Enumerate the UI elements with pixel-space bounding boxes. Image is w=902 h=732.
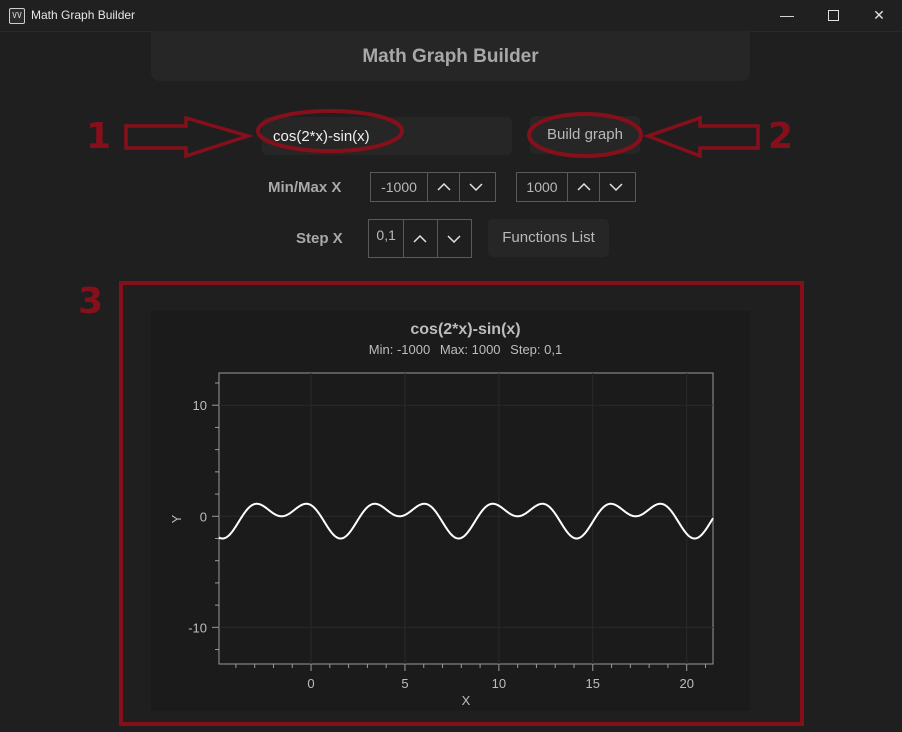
- page-title: Math Graph Builder: [362, 46, 539, 67]
- graph-app-icon: VV: [9, 8, 25, 24]
- chart-grid: [219, 373, 713, 664]
- build-graph-button[interactable]: Build graph: [530, 116, 640, 154]
- annotation-number-3: 3: [78, 281, 104, 322]
- step-label: Step X: [296, 230, 343, 247]
- min-x-decrement-button[interactable]: [460, 173, 492, 201]
- y-axis-label: Y: [169, 514, 184, 523]
- plot-sub-min: Min: -1000: [368, 342, 431, 357]
- maximize-button[interactable]: [810, 0, 856, 31]
- chart-ticks: 0 5 10 15 20 -10 0 10: [188, 382, 706, 691]
- chevron-up-icon: [576, 183, 591, 191]
- max-x-value[interactable]: 1000: [517, 173, 568, 201]
- window-title: Math Graph Builder: [31, 8, 136, 22]
- arrow-left-icon: [642, 115, 760, 159]
- x-axis-label: X: [462, 693, 471, 708]
- x-tick-label: 0: [307, 676, 314, 691]
- step-x-value[interactable]: 0,1: [369, 220, 405, 257]
- chevron-down-icon: [447, 234, 461, 243]
- chevron-down-icon: [469, 183, 483, 191]
- max-x-decrement-button[interactable]: [600, 173, 632, 201]
- y-tick-label: 10: [193, 398, 207, 413]
- minimize-button[interactable]: —: [764, 0, 810, 31]
- x-tick-label: 5: [401, 676, 408, 691]
- annotation-number-2: 2: [768, 116, 794, 157]
- series-line: [218, 502, 714, 540]
- max-x-increment-button[interactable]: [568, 173, 600, 201]
- step-x-increment-button[interactable]: [404, 220, 438, 257]
- chevron-up-icon: [413, 234, 428, 243]
- chevron-up-icon: [436, 183, 451, 191]
- minmax-label: Min/Max X: [268, 179, 342, 196]
- min-x-value[interactable]: -1000: [371, 173, 428, 201]
- x-tick-label: 15: [586, 676, 600, 691]
- minimize-icon: —: [780, 7, 794, 23]
- close-button[interactable]: ✕: [856, 0, 902, 31]
- x-tick-label: 20: [679, 676, 693, 691]
- highlight-ellipse-input: [256, 109, 404, 153]
- plot-sub-step: Step: 0,1: [510, 342, 563, 357]
- arrow-right-icon: [124, 115, 254, 159]
- highlight-ellipse-build: [527, 112, 643, 158]
- plot-sub-max: Max: 1000: [439, 342, 501, 357]
- y-tick-label: -10: [188, 620, 207, 635]
- min-x-increment-button[interactable]: [428, 173, 460, 201]
- plot-subtitle: Min: -1000 Max: 1000 Step: 0,1: [151, 342, 780, 357]
- y-tick-label: 0: [200, 509, 207, 524]
- maximize-icon: [827, 9, 839, 21]
- close-icon: ✕: [873, 7, 885, 23]
- annotation-number-1: 1: [86, 116, 112, 157]
- plot-title: cos(2*x)-sin(x): [410, 321, 521, 338]
- functions-list-button[interactable]: Functions List: [488, 219, 609, 257]
- header-card: Math Graph Builder: [151, 31, 750, 81]
- step-x-decrement-button[interactable]: [438, 220, 471, 257]
- max-x-spinbox: 1000: [516, 172, 636, 202]
- highlight-box-chart: [119, 281, 804, 726]
- plot-frame: [218, 372, 714, 665]
- min-x-spinbox: -1000: [370, 172, 496, 202]
- x-tick-label: 10: [492, 676, 506, 691]
- chevron-down-icon: [609, 183, 623, 191]
- step-x-spinbox: 0,1: [368, 219, 472, 258]
